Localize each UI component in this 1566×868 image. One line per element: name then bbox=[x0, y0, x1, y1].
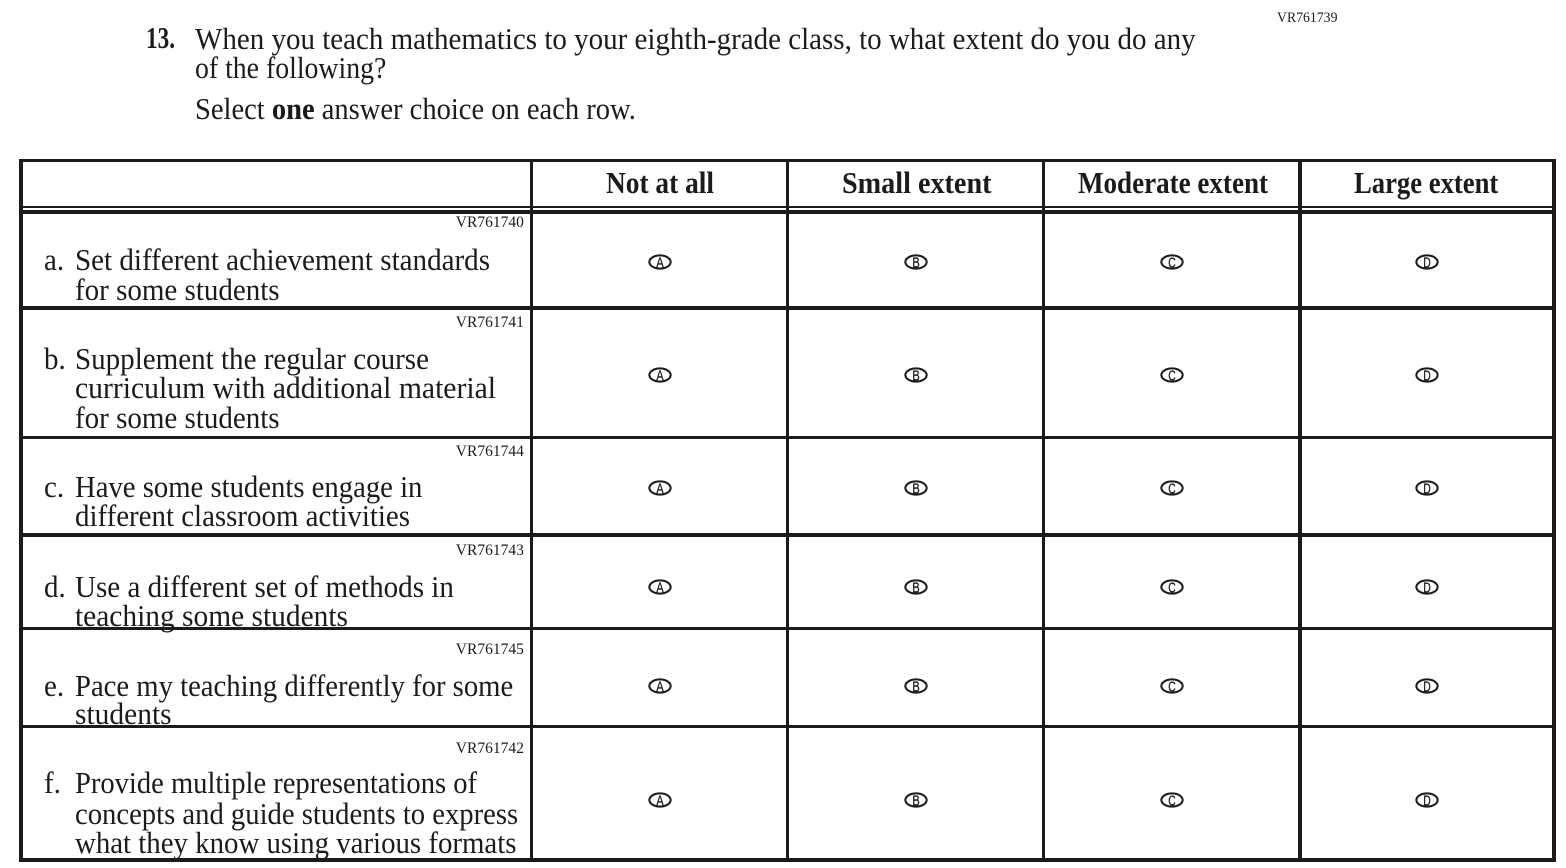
svg-text:A: A bbox=[656, 255, 664, 271]
svg-text:B: B bbox=[912, 368, 920, 384]
svg-text:D: D bbox=[1423, 255, 1431, 271]
svg-text:C: C bbox=[1168, 679, 1176, 695]
svg-text:B: B bbox=[912, 580, 920, 596]
svg-text:B: B bbox=[912, 481, 920, 497]
svg-text:C: C bbox=[1168, 368, 1176, 384]
svg-text:A: A bbox=[656, 580, 664, 596]
svg-text:A: A bbox=[656, 368, 664, 384]
svg-text:A: A bbox=[656, 793, 664, 809]
svg-text:D: D bbox=[1423, 481, 1431, 497]
svg-text:B: B bbox=[912, 679, 920, 695]
svg-text:C: C bbox=[1168, 580, 1176, 596]
svg-text:D: D bbox=[1423, 793, 1431, 809]
svg-text:A: A bbox=[656, 679, 664, 695]
svg-text:A: A bbox=[656, 481, 664, 497]
svg-text:D: D bbox=[1423, 679, 1431, 695]
svg-text:D: D bbox=[1423, 580, 1431, 596]
svg-text:C: C bbox=[1168, 793, 1176, 809]
svg-text:B: B bbox=[912, 255, 920, 271]
svg-text:B: B bbox=[912, 793, 920, 809]
svg-text:C: C bbox=[1168, 255, 1176, 271]
svg-text:C: C bbox=[1168, 481, 1176, 497]
svg-text:D: D bbox=[1423, 368, 1431, 384]
